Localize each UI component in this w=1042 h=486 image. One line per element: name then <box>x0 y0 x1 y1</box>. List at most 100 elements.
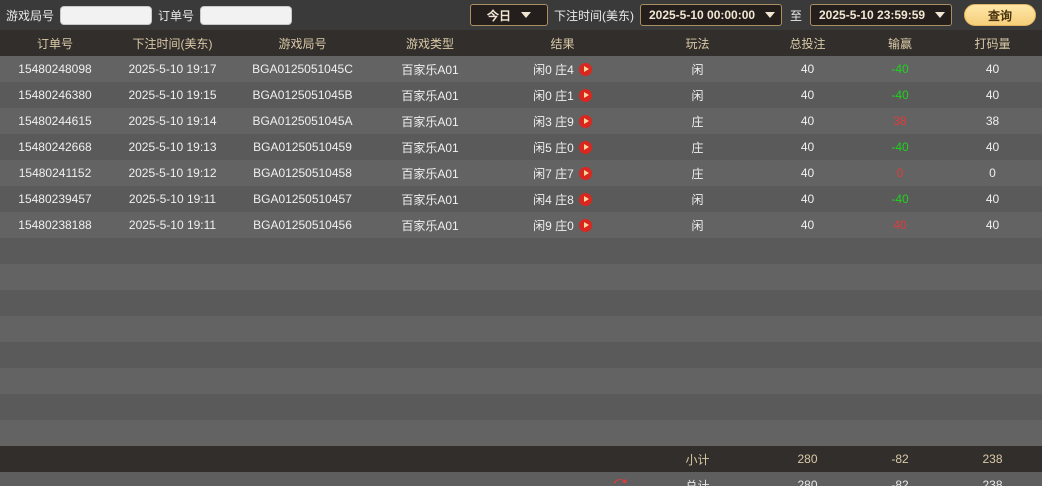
table-empty-rows <box>0 238 1042 446</box>
cell-round-no: BGA01250510457 <box>253 192 352 206</box>
grandtotal-total-bet: 280 <box>797 478 818 486</box>
cell-game-type: 百家乐A01 <box>401 62 459 77</box>
subtotal-label: 小计 <box>685 452 710 467</box>
cell-play: 闲 <box>691 62 704 77</box>
play-icon[interactable] <box>578 140 592 154</box>
table-header-row: 订单号 下注时间(美东) 游戏局号 游戏类型 结果 玩法 总投注 输赢 打码量 … <box>0 30 1042 56</box>
cell-game-type: 百家乐A01 <box>401 88 459 103</box>
refresh-button[interactable] <box>490 477 635 486</box>
order-no-input[interactable] <box>200 5 293 25</box>
cell-round-no: BGA01250510458 <box>253 166 352 180</box>
cell-result: 闲0 庄4 <box>490 61 635 78</box>
cell-game-type: 百家乐A01 <box>401 140 459 155</box>
cell-bet-time: 2025-5-10 19:14 <box>128 114 217 128</box>
table-row[interactable]: 15480246380 2025-5-10 19:15 BGA0125051045B… <box>0 82 1042 108</box>
cell-bet-time: 2025-5-10 19:15 <box>128 88 217 102</box>
result-score: 闲5 庄0 <box>533 140 574 155</box>
cell-win-loss: 0 <box>896 166 904 180</box>
cell-result: 闲9 庄0 <box>490 217 635 234</box>
table-empty-row <box>0 238 1042 264</box>
column-header-play[interactable]: 玩法 <box>685 36 710 51</box>
result-score: 闲0 庄1 <box>533 88 574 103</box>
table-row[interactable]: 15480248098 2025-5-10 19:17 BGA0125051045C… <box>0 56 1042 82</box>
cell-game-type: 百家乐A01 <box>401 166 459 181</box>
table-empty-row <box>0 342 1042 368</box>
cell-bet-time: 2025-5-10 19:13 <box>128 140 217 154</box>
bet-time-label: 下注时间(美东) <box>553 8 634 23</box>
cell-round-no: BGA0125051045A <box>252 114 353 128</box>
date-range-separator: 至 <box>789 8 802 23</box>
result-score: 闲0 庄4 <box>533 62 574 77</box>
grandtotal-turnover: 238 <box>982 478 1003 486</box>
date-to-select[interactable]: 2025-5-10 23:59:59 <box>810 4 952 26</box>
table-row[interactable]: 15480239457 2025-5-10 19:11 BGA01250510457… <box>0 186 1042 212</box>
period-select[interactable]: 今日 <box>469 4 548 26</box>
table-empty-row <box>0 290 1042 316</box>
cell-result: 闲5 庄0 <box>490 139 635 156</box>
play-icon[interactable] <box>578 166 592 180</box>
cell-round-no: BGA0125051045C <box>252 62 353 76</box>
game-round-input[interactable] <box>60 5 153 25</box>
table-row[interactable]: 15480242668 2025-5-10 19:13 BGA01250510459… <box>0 134 1042 160</box>
cell-game-type: 百家乐A01 <box>401 218 459 233</box>
cell-order-no: 15480242668 <box>18 140 92 154</box>
table-empty-row <box>0 420 1042 446</box>
game-round-label: 游戏局号 <box>6 8 55 23</box>
cell-play: 闲 <box>691 218 704 233</box>
table-row[interactable]: 15480238188 2025-5-10 19:11 BGA01250510456… <box>0 212 1042 238</box>
subtotal-row: 小计 280 -82 238 <box>0 446 1042 472</box>
cell-bet-time: 2025-5-10 19:11 <box>128 218 217 232</box>
cell-game-type: 百家乐A01 <box>401 114 459 129</box>
cell-play: 庄 <box>691 140 704 155</box>
cell-round-no: BGA0125051045B <box>252 88 353 102</box>
grandtotal-row: 总计 280 -82 238 <box>0 472 1042 486</box>
column-header-win-loss[interactable]: 输赢 <box>887 36 912 51</box>
play-icon[interactable] <box>578 192 592 206</box>
cell-result: 闲0 庄1 <box>490 87 635 104</box>
grandtotal-win-loss: -82 <box>891 478 909 486</box>
subtotal-total-bet: 280 <box>797 452 818 466</box>
cell-order-no: 15480248098 <box>18 62 92 76</box>
cell-bet-time: 2025-5-10 19:11 <box>128 192 217 206</box>
grandtotal-label: 总计 <box>685 478 710 486</box>
column-header-total-bet[interactable]: 总投注 <box>789 36 826 51</box>
order-no-label: 订单号 <box>158 8 195 23</box>
column-header-game-type[interactable]: 游戏类型 <box>405 36 454 51</box>
result-score: 闲4 庄8 <box>533 192 574 207</box>
table-row[interactable]: 15480241152 2025-5-10 19:12 BGA01250510458… <box>0 160 1042 186</box>
table-row[interactable]: 15480244615 2025-5-10 19:14 BGA0125051045A… <box>0 108 1042 134</box>
result-score: 闲7 庄7 <box>533 166 574 181</box>
cell-bet-time: 2025-5-10 19:17 <box>128 62 217 76</box>
cell-bet-time: 2025-5-10 19:12 <box>128 166 217 180</box>
chevron-down-icon <box>935 12 946 18</box>
cell-order-no: 15480246380 <box>18 88 92 102</box>
column-header-bet-time[interactable]: 下注时间(美东) <box>132 36 213 51</box>
cell-turnover: 0 <box>989 166 996 180</box>
cell-result: 闲4 庄8 <box>490 191 635 208</box>
column-header-turnover[interactable]: 打码量 <box>974 36 1011 51</box>
cell-turnover: 38 <box>985 114 1000 128</box>
cell-play: 庄 <box>691 114 704 129</box>
play-icon[interactable] <box>578 62 592 76</box>
play-icon[interactable] <box>578 218 592 232</box>
cell-win-loss: -40 <box>891 140 909 154</box>
cell-order-no: 15480244615 <box>18 114 92 128</box>
chevron-down-icon <box>765 12 776 18</box>
result-score: 闲3 庄9 <box>533 114 574 129</box>
cell-round-no: BGA01250510456 <box>253 218 352 232</box>
table-body: 15480248098 2025-5-10 19:17 BGA0125051045C… <box>0 56 1042 238</box>
column-header-order-no[interactable]: 订单号 <box>36 36 73 51</box>
table-empty-row <box>0 316 1042 342</box>
date-from-select[interactable]: 2025-5-10 00:00:00 <box>639 4 782 26</box>
query-button[interactable]: 查询 <box>964 4 1036 26</box>
cell-play: 庄 <box>691 166 704 181</box>
play-icon[interactable] <box>578 114 592 128</box>
period-select-value: 今日 <box>486 8 511 23</box>
cell-result: 闲3 庄9 <box>490 113 635 130</box>
play-icon[interactable] <box>578 88 592 102</box>
cell-win-loss: 38 <box>893 114 907 128</box>
column-header-round-no[interactable]: 游戏局号 <box>278 36 327 51</box>
refresh-icon <box>613 478 627 484</box>
cell-win-loss: 40 <box>893 218 907 232</box>
column-header-result[interactable]: 结果 <box>550 36 575 51</box>
